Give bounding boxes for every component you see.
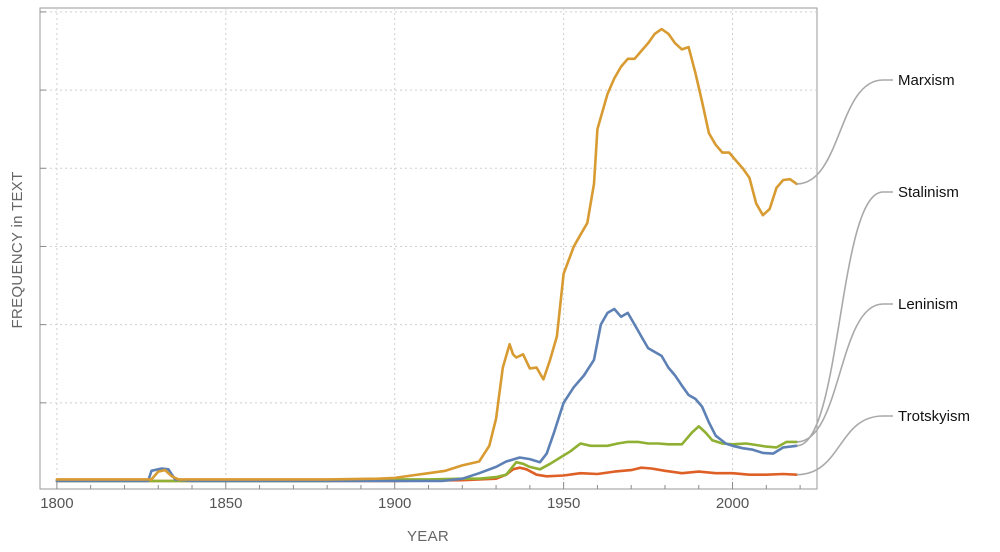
label-connectors: [796, 79, 893, 476]
connector-leninism: [796, 303, 893, 443]
connector-stalinism: [796, 191, 893, 447]
series-label-stalinism: Stalinism: [898, 184, 959, 201]
series-label-leninism: Leninism: [898, 296, 958, 313]
x-tick-label: 1800: [40, 495, 73, 512]
connector-trotskyism: [796, 415, 893, 476]
series-label-marxism: Marxism: [898, 72, 955, 89]
y-axis-title: FREQUENCY in TEXT: [9, 171, 26, 328]
series-line-stalinism: [55, 307, 798, 483]
series-lines: [55, 27, 798, 483]
plot-frame: [39, 7, 818, 490]
connector-marxism: [796, 79, 893, 185]
series-line-marxism: [55, 27, 798, 481]
x-tick-label: 1850: [209, 495, 242, 512]
series-label-trotskyism: Trotskyism: [898, 408, 970, 425]
x-tick-label: 1950: [547, 495, 580, 512]
x-tick-label: 1900: [378, 495, 411, 512]
x-axis-title: YEAR: [407, 528, 449, 545]
grid-lines: [40, 8, 817, 489]
x-axis-tick-labels: 1800 1850 1900 1950 2000: [40, 495, 749, 512]
series-labels: Marxism Stalinism Leninism Trotskyism: [898, 72, 970, 425]
axis-ticks: [40, 11, 801, 489]
x-tick-label: 2000: [716, 495, 749, 512]
